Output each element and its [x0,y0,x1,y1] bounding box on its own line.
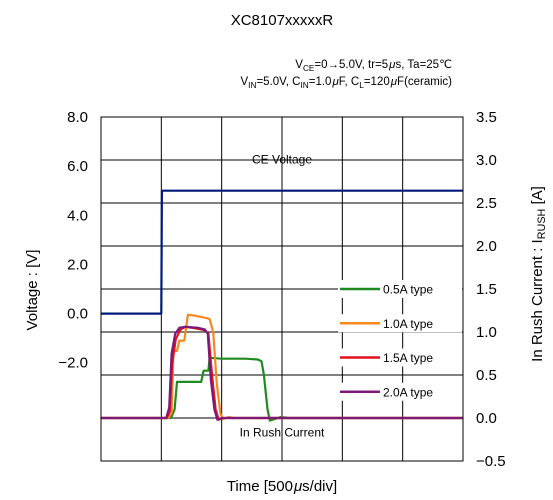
legend-label: 2.0A type [383,385,433,399]
series-line-2-0a-type [101,325,463,421]
label-part: IN [248,81,256,90]
legend-label: 0.5A type [383,283,433,297]
ce-voltage-line [101,189,463,315]
label-part: [A] [529,186,546,209]
right-tick-label: 1.0 [476,324,497,341]
right-tick-label: 0.5 [476,367,497,384]
legend-label: 1.0A type [383,317,433,331]
label-part: =1.0 [309,76,332,88]
right-tick-label: 3.5 [476,109,497,126]
right-tick-label: 3.0 [476,152,497,169]
right-tick-label: 0.0 [476,410,497,427]
right-tick-label: 1.5 [476,281,497,298]
label-part: V [241,76,249,88]
chart-title: XC8107xxxxxR [231,12,334,29]
label-part: V [295,59,303,71]
right-tick-label: 2.5 [476,195,497,212]
left-axis-tick-labels: 8.0 6.0 4.0 2.0 0.0 −2.0 [58,109,88,372]
label-part: s, Ta=25℃ [395,59,452,71]
legend-entry-background [338,314,462,333]
label-part: μ [293,478,302,495]
right-tick-label: 2.0 [476,238,497,255]
label-part: =5.0V, C [256,76,300,88]
test-conditions-line-2: VIN=5.0V, CIN=1.0μF, CL=120μF(ceramic) [241,76,453,90]
label-part: IN [300,81,308,90]
x-axis-label: Time [500μs/div] [227,478,337,495]
label-part: =0→5.0V, tr=5 [314,59,388,71]
label-part: L [359,81,364,90]
right-axis-label: In Rush Current : IRUSH [A] [529,186,548,362]
label-part: F, C [339,76,359,88]
left-tick-label: 6.0 [67,158,88,175]
legend-entry-background [338,382,462,401]
legend-label: 1.5A type [383,351,433,365]
left-tick-label: 2.0 [67,256,88,273]
label-part: CE [303,64,315,73]
plot-frame [100,116,464,462]
label-part: =120 [364,76,390,88]
legend-entry-background [338,348,462,367]
plot-area [101,189,463,422]
test-conditions-line-1: VCE=0→5.0V, tr=5μs, Ta=25℃ [295,59,452,73]
annotation-label: CE Voltage [252,153,312,167]
label-part: s/div] [302,478,337,495]
right-tick-label: −0.5 [476,453,506,470]
label-part: F(ceramic) [397,76,452,88]
annotation-label: In Rush Current [240,425,325,439]
legend-entry-background [338,280,462,298]
left-axis-label: Voltage : [V] [24,250,41,331]
label-part: μ [331,76,339,88]
right-axis-tick-labels: 3.5 3.0 2.5 2.0 1.5 1.0 0.5 0.0 −0.5 [476,109,506,470]
label-part: In Rush Current : I [529,239,546,362]
label-part: μ [390,76,398,88]
left-tick-label: 0.0 [67,306,88,323]
chart-annotations: CE Voltage In Rush Current [240,153,325,440]
left-tick-label: 8.0 [67,109,88,126]
label-part: Time [500 [227,478,293,495]
label-part: RUSH [536,209,548,240]
left-tick-label: −2.0 [58,355,88,372]
legend: 0.5A type 1.0A type 1.5A type 2.0A type [338,280,462,401]
label-part: μ [388,59,396,71]
left-tick-label: 4.0 [67,207,88,224]
